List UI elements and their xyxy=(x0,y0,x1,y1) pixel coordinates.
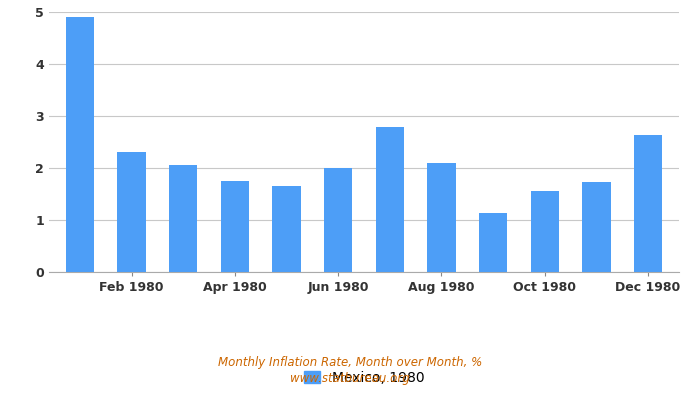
Text: www.statbureau.org: www.statbureau.org xyxy=(290,372,410,385)
Bar xyxy=(427,163,456,272)
Bar xyxy=(66,17,94,272)
Bar xyxy=(272,186,301,272)
Bar xyxy=(582,182,610,272)
Legend: Mexico, 1980: Mexico, 1980 xyxy=(304,371,424,385)
Bar xyxy=(169,165,197,272)
Bar xyxy=(376,127,404,272)
Bar xyxy=(220,181,249,272)
Bar xyxy=(118,152,146,272)
Text: Monthly Inflation Rate, Month over Month, %: Monthly Inflation Rate, Month over Month… xyxy=(218,356,482,369)
Bar xyxy=(634,135,662,272)
Bar xyxy=(531,191,559,272)
Bar xyxy=(479,213,507,272)
Bar xyxy=(324,168,352,272)
